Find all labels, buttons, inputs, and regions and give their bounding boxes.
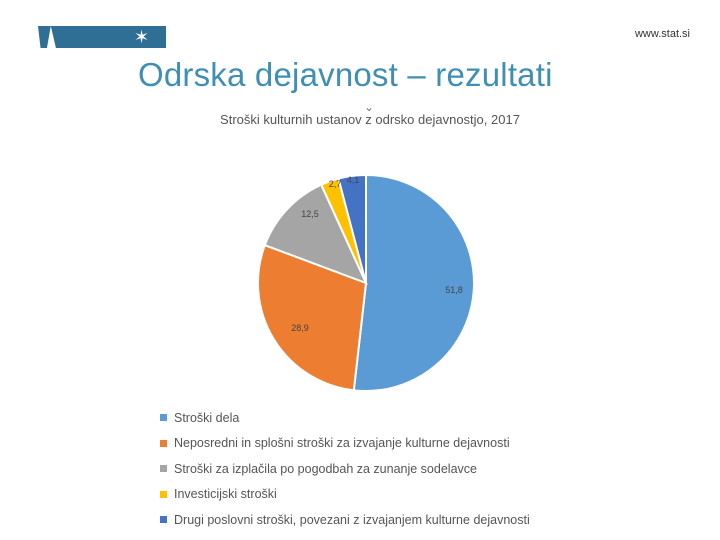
chart-legend: Stroški dela Neposredni in splošni strošk… (160, 405, 530, 533)
legend-item: Investicijski stroški (160, 482, 530, 508)
legend-label: Stroški za izplačila po pogodbah za zuna… (174, 461, 477, 476)
chart-title: Stroški kulturnih ustanov z odrsko dejav… (220, 112, 520, 127)
site-url[interactable]: www.stat.si (634, 28, 690, 40)
legend-item: Drugi poslovni stroški, povezani z izvaj… (160, 507, 530, 533)
logo (38, 26, 166, 48)
pie-slice (263, 183, 368, 285)
legend-swatch (160, 516, 167, 524)
legend-item: Stroški za izplačila po pogodbah za zuna… (160, 456, 530, 482)
legend-swatch (160, 465, 167, 473)
legend-label: Investicijski stroški (174, 487, 277, 502)
pie-slice (352, 173, 475, 392)
legend-label: Drugi poslovni stroški, povezani z izvaj… (174, 512, 530, 527)
page-title: Odrska dejavnost – rezultati (138, 56, 553, 93)
legend-swatch (160, 414, 167, 422)
legend-swatch (160, 490, 167, 498)
pie-data-label: 28,9 (291, 323, 309, 333)
pie-slice (337, 173, 367, 284)
legend-item: Neposredni in splošni stroški za izvajan… (160, 431, 530, 457)
star-icon: ✶ (134, 27, 150, 47)
legend-item: Stroški dela (160, 405, 530, 431)
legend-label: Stroški dela (174, 410, 240, 425)
pie-data-label: 2,7 (329, 179, 342, 189)
chevron-down-icon: ⌄ (364, 100, 375, 114)
legend-swatch (160, 439, 167, 447)
legend-label: Neposredni in splošni stroški za izvajan… (174, 436, 510, 451)
pie-slice (257, 243, 368, 392)
pie-data-label: 4,1 (347, 175, 360, 185)
pie-data-label: 12,5 (301, 209, 319, 219)
pie-data-label: 51,8 (445, 285, 463, 295)
